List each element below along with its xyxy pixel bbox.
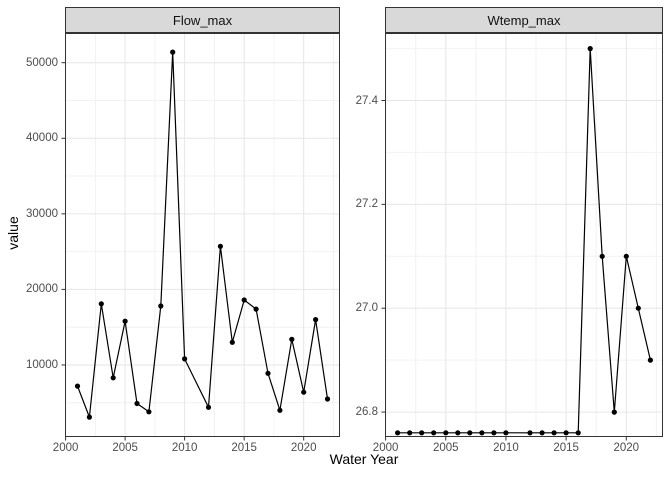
x-tick-label: 2000 <box>372 442 399 454</box>
y-tick-label: 30000 <box>26 207 58 220</box>
panel-background <box>385 33 663 437</box>
data-point <box>599 253 605 259</box>
data-point <box>253 306 259 312</box>
data-point <box>467 430 473 436</box>
y-tick-label: 27.0 <box>355 302 378 315</box>
data-point <box>563 430 569 436</box>
data-point <box>395 430 401 436</box>
data-point <box>539 430 545 436</box>
data-point <box>110 375 116 381</box>
x-axis-title: Water Year <box>329 451 399 467</box>
panel-border <box>65 33 340 437</box>
data-point <box>313 317 319 323</box>
data-point <box>146 409 152 415</box>
y-tick-label: 10000 <box>26 358 58 371</box>
data-point <box>587 46 593 52</box>
x-tick-label: 2010 <box>171 442 198 454</box>
x-tick-label: 2015 <box>231 442 257 454</box>
x-tick-label: 2005 <box>432 442 459 454</box>
y-tick-label: 27.2 <box>355 198 378 211</box>
data-point <box>503 430 509 436</box>
x-tick-label: 2010 <box>493 442 519 454</box>
data-point <box>527 430 533 436</box>
data-point <box>551 430 557 436</box>
data-point <box>134 400 140 407</box>
data-point <box>407 430 413 436</box>
data-point <box>647 357 654 363</box>
data-point <box>205 404 212 410</box>
data-point <box>635 305 641 311</box>
data-point <box>86 414 92 420</box>
data-point <box>265 370 271 376</box>
y-tick-label: 27.4 <box>355 94 378 107</box>
data-point <box>611 409 617 415</box>
data-point <box>479 430 485 436</box>
data-point <box>241 297 247 303</box>
facet-strip-wtemp-max: Wtemp_max <box>385 7 663 33</box>
x-tick-label: 2020 <box>613 442 640 454</box>
x-tick-label: 2005 <box>112 442 138 454</box>
data-point <box>289 336 295 342</box>
data-point <box>419 430 425 436</box>
y-tick-label: 20000 <box>26 283 58 296</box>
data-point <box>229 339 235 345</box>
data-point <box>217 243 223 249</box>
panel-border <box>385 33 663 437</box>
y-axis-title: value <box>5 216 21 250</box>
x-tick-label: 2000 <box>52 442 79 454</box>
data-point <box>277 407 283 413</box>
y-tick-label: 40000 <box>26 132 58 145</box>
y-tick-label: 26.8 <box>355 406 378 419</box>
facet-strip-wtemp-max-label: Wtemp_max <box>487 12 561 28</box>
facet-strip-flow-max: Flow_max <box>65 7 340 33</box>
data-point <box>158 303 164 309</box>
data-point <box>623 253 629 259</box>
panel-background <box>65 33 340 437</box>
x-tick-label: 2020 <box>290 442 317 454</box>
data-point <box>182 356 188 362</box>
data-point <box>455 430 461 436</box>
data-point <box>98 301 104 307</box>
x-tick-label: 2015 <box>553 442 579 454</box>
y-tick-label: 50000 <box>26 56 58 69</box>
data-point <box>443 430 449 436</box>
data-point <box>324 396 331 402</box>
data-point <box>491 430 497 436</box>
data-point <box>74 383 81 389</box>
data-point <box>122 318 128 324</box>
data-point <box>431 430 437 436</box>
data-point <box>170 49 176 55</box>
data-point <box>301 389 307 395</box>
data-point <box>575 430 581 436</box>
facet-strip-flow-max-label: Flow_max <box>172 12 233 28</box>
